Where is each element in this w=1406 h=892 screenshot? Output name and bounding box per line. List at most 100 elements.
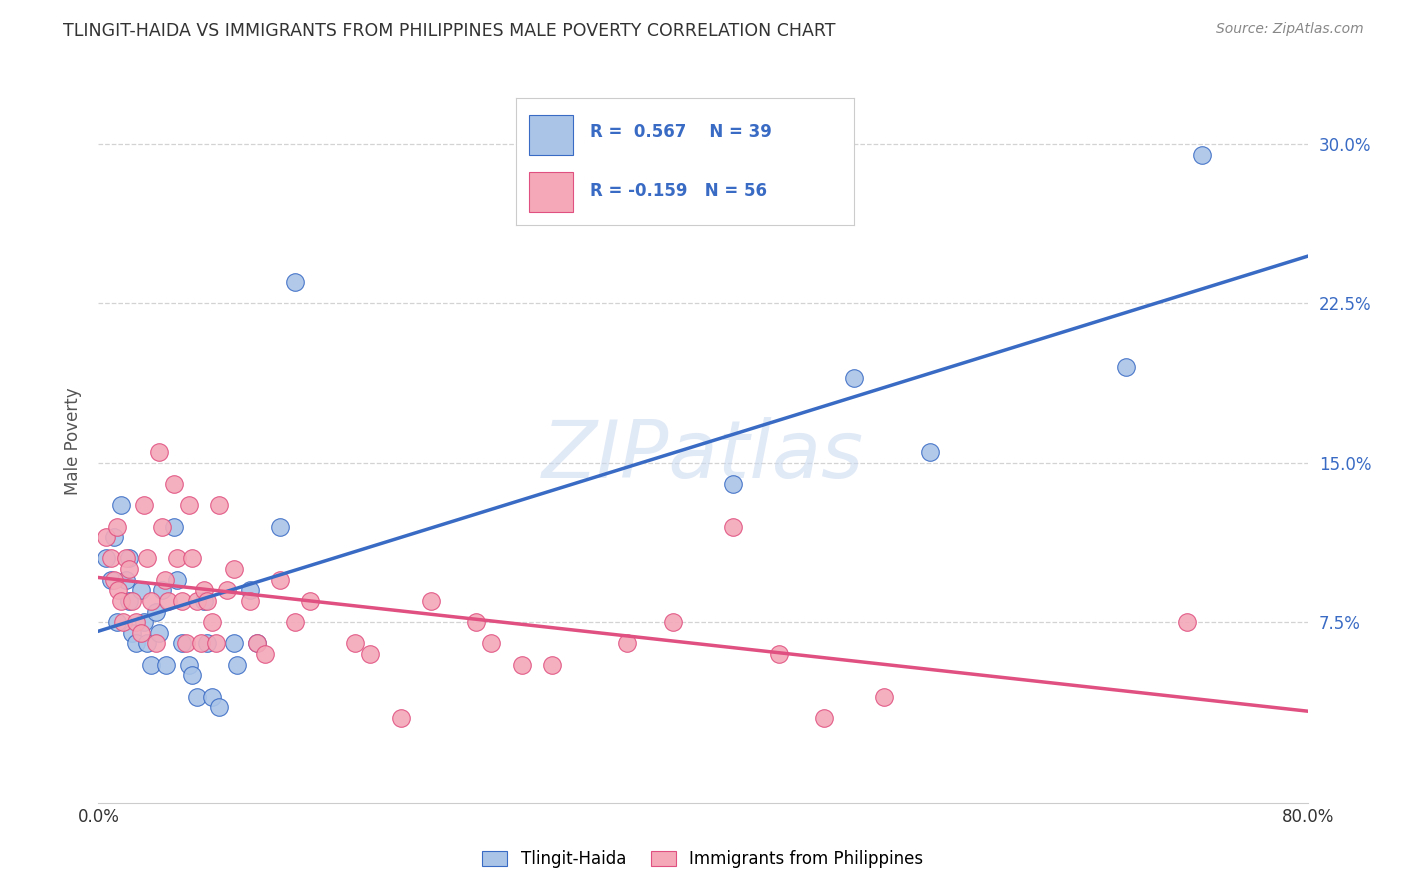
Point <box>616 636 638 650</box>
Point <box>226 657 249 672</box>
Point <box>150 519 173 533</box>
Text: TLINGIT-HAIDA VS IMMIGRANTS FROM PHILIPPINES MALE POVERTY CORRELATION CHART: TLINGIT-HAIDA VS IMMIGRANTS FROM PHILIPP… <box>63 22 835 40</box>
Point <box>129 583 152 598</box>
Point <box>284 615 307 630</box>
Point <box>181 668 204 682</box>
Point <box>253 647 276 661</box>
Point <box>224 562 246 576</box>
Point <box>215 583 238 598</box>
Point <box>132 615 155 630</box>
Point <box>344 636 367 650</box>
Point <box>148 625 170 640</box>
Point <box>94 530 117 544</box>
Point <box>111 615 134 630</box>
Point <box>156 594 179 608</box>
Point <box>105 519 128 533</box>
Point <box>170 594 193 608</box>
Y-axis label: Male Poverty: Male Poverty <box>65 388 83 495</box>
Point <box>100 551 122 566</box>
Point <box>224 636 246 650</box>
Point <box>269 573 291 587</box>
Point <box>465 615 488 630</box>
Point <box>768 647 790 661</box>
Point <box>239 594 262 608</box>
Point <box>114 551 136 566</box>
Point <box>103 573 125 587</box>
Point <box>129 625 152 640</box>
Point <box>844 371 866 385</box>
Point <box>723 477 745 491</box>
Point <box>155 657 177 672</box>
Point <box>100 573 122 587</box>
Point <box>481 636 503 650</box>
Point <box>141 657 163 672</box>
Point <box>208 498 231 512</box>
Point <box>195 594 218 608</box>
Point <box>190 636 212 650</box>
Point <box>918 445 941 459</box>
Point <box>121 625 143 640</box>
Point <box>125 636 148 650</box>
Point <box>389 711 412 725</box>
Point <box>94 551 117 566</box>
Point <box>105 615 128 630</box>
Point <box>135 551 157 566</box>
Point <box>205 636 228 650</box>
Point <box>114 573 136 587</box>
Point <box>1175 615 1198 630</box>
Point <box>510 657 533 672</box>
Point <box>246 636 269 650</box>
Point <box>170 636 193 650</box>
Point <box>420 594 443 608</box>
Point <box>132 498 155 512</box>
Point <box>107 583 129 598</box>
Point <box>269 519 291 533</box>
Point <box>118 551 141 566</box>
Point <box>208 700 231 714</box>
Point <box>284 275 307 289</box>
Point <box>873 690 896 704</box>
Point <box>193 583 215 598</box>
Point <box>163 519 186 533</box>
Point <box>110 498 132 512</box>
Legend: Tlingit-Haida, Immigrants from Philippines: Tlingit-Haida, Immigrants from Philippin… <box>475 844 931 875</box>
Point <box>239 583 262 598</box>
Point <box>163 477 186 491</box>
Point <box>179 498 201 512</box>
Point <box>1115 360 1137 375</box>
Point <box>125 615 148 630</box>
Text: Source: ZipAtlas.com: Source: ZipAtlas.com <box>1216 22 1364 37</box>
Point <box>201 690 224 704</box>
Point <box>148 445 170 459</box>
Point <box>103 530 125 544</box>
Point <box>141 594 163 608</box>
Point <box>186 594 208 608</box>
Point <box>166 551 188 566</box>
Point <box>110 594 132 608</box>
Point <box>145 605 167 619</box>
Point <box>179 657 201 672</box>
Point <box>193 594 215 608</box>
Point <box>118 594 141 608</box>
Point <box>540 657 562 672</box>
Point <box>299 594 322 608</box>
Point <box>153 573 176 587</box>
Point <box>246 636 269 650</box>
Point <box>135 636 157 650</box>
Point <box>201 615 224 630</box>
Point <box>145 636 167 650</box>
Point <box>723 519 745 533</box>
Point <box>360 647 382 661</box>
Point <box>1191 147 1213 161</box>
Point <box>150 583 173 598</box>
Point <box>174 636 197 650</box>
Point <box>118 562 141 576</box>
Point <box>121 594 143 608</box>
Point <box>186 690 208 704</box>
Point <box>813 711 835 725</box>
Point <box>181 551 204 566</box>
Point <box>166 573 188 587</box>
Point <box>661 615 683 630</box>
Point <box>195 636 218 650</box>
Text: ZIPatlas: ZIPatlas <box>541 417 865 495</box>
